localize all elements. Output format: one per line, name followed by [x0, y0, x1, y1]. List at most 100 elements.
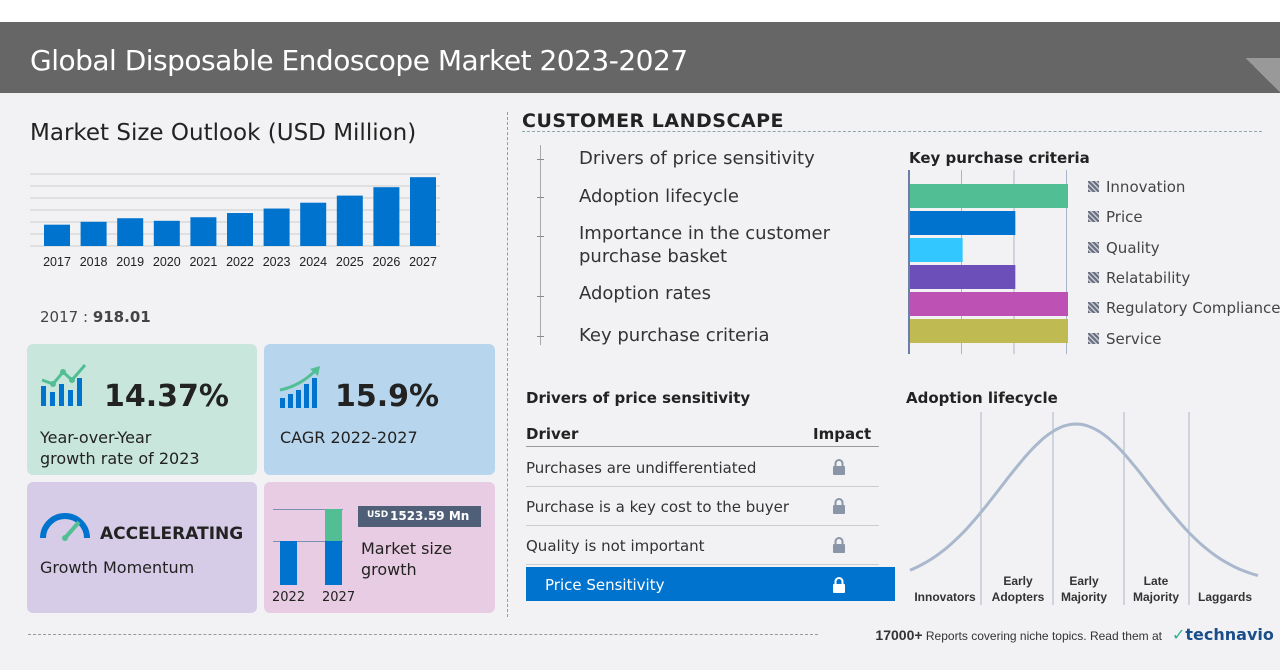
kpc-bar-quality [910, 238, 963, 262]
legend-item: Relatability [1088, 269, 1190, 287]
legend-swatch-icon [1088, 181, 1099, 192]
adoption-title: Adoption lifecycle [906, 389, 1058, 407]
stage-label: Laggards [1198, 590, 1252, 604]
legend-item: Regulatory Compliance [1088, 299, 1280, 317]
trend-up-icon [279, 366, 320, 408]
guide-line [273, 541, 343, 542]
tick-label: 2021 [189, 255, 217, 269]
cagr-label: CAGR 2022-2027 [280, 428, 418, 447]
tick-label: 2020 [153, 255, 181, 269]
stage-label: Adopters [992, 590, 1045, 604]
landscape-item: Key purchase criteria [579, 325, 770, 346]
bar-2022 [280, 541, 297, 585]
bar-2017 [44, 224, 70, 246]
bar-2018 [80, 221, 107, 246]
market-size-chart: 2017 2018 2019 2020 2021 2022 2023 2024 2025 2026… [30, 173, 440, 269]
legend-swatch-icon [1088, 302, 1099, 314]
col-driver: Driver [526, 425, 579, 443]
landscape-item: Adoption lifecycle [579, 186, 739, 207]
tick-label: 2024 [299, 255, 327, 269]
cagr-value: 15.9% [335, 379, 440, 414]
footer-divider [28, 634, 818, 635]
growth-card: 2022 2027 USD 1523.59 Mn Market size grow… [264, 482, 495, 613]
title-underline [522, 131, 1262, 132]
landscape-item: Importance in the customer [579, 223, 831, 244]
kpc-bar-regulatory-compliance [910, 292, 1068, 316]
stage-label: Majority [1061, 590, 1107, 604]
legend-swatch-icon [1088, 271, 1099, 283]
growth-chart-icon [41, 364, 87, 406]
landscape-item: Adoption rates [579, 283, 712, 304]
bar-growth [325, 509, 342, 541]
bar-2023 [263, 208, 290, 246]
drivers-header: Driver Impact [526, 425, 879, 447]
stage-label: Majority [1133, 590, 1179, 604]
adoption-curve [909, 422, 1259, 578]
stage-label: Innovators [914, 590, 976, 604]
lock-icon [833, 537, 845, 553]
momentum-label: Growth Momentum [40, 558, 195, 577]
kpc-bar-relatability [910, 265, 1016, 289]
momentum-value: ACCELERATING [100, 524, 244, 544]
legend-item: Quality [1088, 239, 1160, 257]
tree-line [540, 145, 541, 345]
yoy-value: 14.37% [104, 379, 229, 414]
bar-2021 [190, 217, 217, 246]
guide-line [273, 509, 343, 510]
bar-2027 [410, 177, 436, 246]
stage-label: Early [1069, 574, 1099, 588]
kpc-chart [908, 170, 1068, 354]
lock-icon [833, 498, 845, 514]
year-2022: 2022 [272, 590, 306, 605]
driver-row: Purchases are undifferentiated [526, 449, 879, 487]
corner-fold [1246, 58, 1280, 93]
yoy-card: 14.37% Year-over-Year growth rate of 2023 [27, 344, 257, 475]
kpc-bar-price [910, 211, 1016, 235]
kpc-bar-service [910, 319, 1068, 343]
base-value: 918.01 [92, 308, 151, 326]
separator: : [82, 308, 89, 326]
year-2027: 2027 [322, 590, 356, 605]
bar-2024 [300, 202, 327, 246]
section-divider [507, 112, 508, 617]
report-count: 17000+ [875, 627, 923, 643]
base-year: 2017 [40, 308, 79, 326]
landscape-item: purchase basket [579, 246, 728, 267]
price-sensitivity-row: Price Sensitivity [526, 567, 895, 601]
page-title: Global Disposable Endoscope Market 2023-… [30, 44, 688, 77]
bar-2025 [336, 195, 363, 246]
technavio-logo[interactable]: ✓technavio [1172, 625, 1274, 644]
legend-swatch-icon [1088, 241, 1099, 253]
base-year-readout: 2017 : 918.01 [40, 308, 151, 326]
lock-icon [833, 459, 845, 475]
legend-item: Innovation [1088, 178, 1185, 196]
customer-landscape-title: CUSTOMER LANDSCAPE [522, 110, 785, 132]
drivers-title: Drivers of price sensitivity [526, 389, 751, 407]
driver-row: Purchase is a key cost to the buyer [526, 488, 879, 526]
bar-2019 [117, 218, 144, 246]
tick-label: 2019 [116, 255, 144, 269]
stage-label: Early [1003, 574, 1033, 588]
yoy-label: Year-over-Year growth rate of 2023 [40, 428, 200, 468]
header-banner: Global Disposable Endoscope Market 2023-… [0, 22, 1280, 93]
footer-text: 17000+ Reports covering niche topics. Re… [875, 627, 1162, 643]
growth-label: Market size growth [361, 539, 453, 579]
driver-row: Quality is not important [526, 527, 879, 565]
speedometer-icon [40, 513, 90, 541]
growth-value-badge: USD 1523.59 Mn [358, 506, 481, 527]
legend-swatch-icon [1088, 211, 1099, 223]
kpc-bar-innovation [910, 184, 1068, 208]
cagr-card: 15.9% CAGR 2022-2027 [264, 344, 495, 475]
lock-icon [833, 577, 845, 593]
bar-2027 [325, 541, 342, 585]
col-impact: Impact [813, 425, 872, 443]
tick-label: 2023 [263, 255, 291, 269]
top-band [0, 0, 1280, 22]
landscape-item: Drivers of price sensitivity [579, 148, 815, 169]
bar-2020 [153, 220, 180, 246]
kpc-title: Key purchase criteria [909, 149, 1090, 167]
bar-2022 [227, 213, 253, 246]
bar-2026 [373, 187, 400, 246]
market-size-title: Market Size Outlook (USD Million) [30, 120, 417, 146]
stage-label: Late [1144, 574, 1169, 588]
